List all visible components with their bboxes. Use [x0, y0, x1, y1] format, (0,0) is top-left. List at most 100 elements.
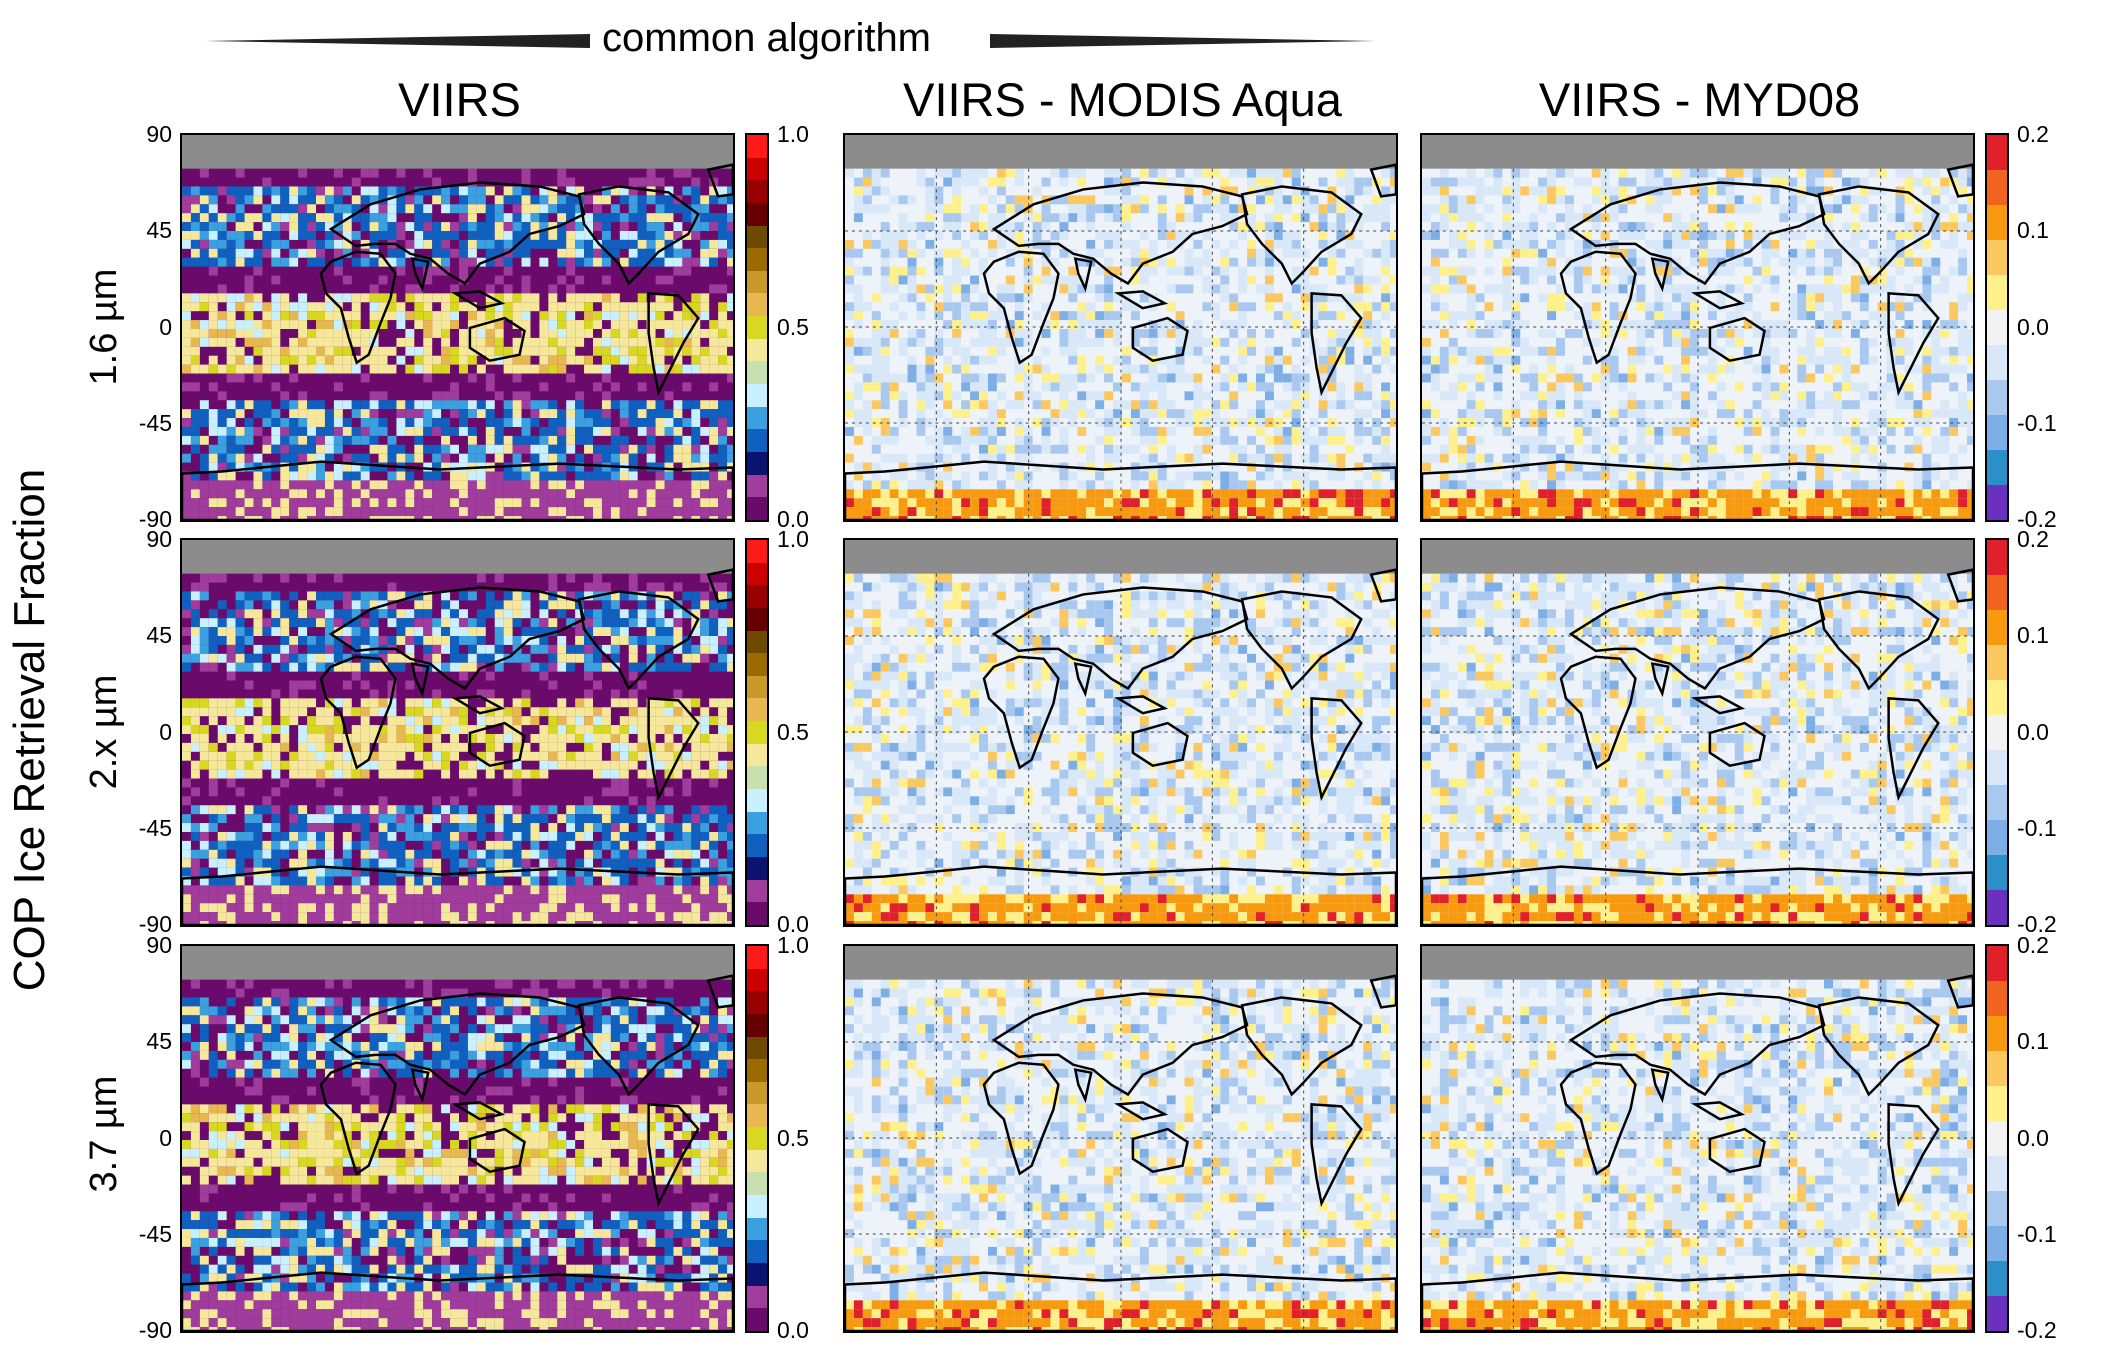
colorbar-tick-label: 0.2	[2017, 526, 2049, 552]
lat-tick-label: -90	[138, 911, 172, 937]
colorbar-swatch	[1987, 1191, 2007, 1226]
colorbar-swatch	[1987, 1226, 2007, 1261]
colorbar-tick-label: -0.1	[2017, 1220, 2057, 1247]
colorbar-swatch	[747, 562, 767, 586]
colorbar-swatch	[747, 384, 767, 407]
colorbar-swatch	[1987, 715, 2007, 750]
colorbar-tick-label: 0.2	[2017, 932, 2049, 958]
lat-tick-label: 45	[146, 622, 172, 649]
lat-tick-label: -45	[138, 1220, 172, 1247]
colorbar-swatch	[747, 474, 767, 498]
colorbar-fraction	[745, 538, 769, 927]
colorbar-tick-label: 1.0	[777, 121, 809, 147]
colorbar-swatch	[747, 902, 767, 925]
colorbar-swatch	[747, 743, 767, 767]
column-title-viirs-myd08: VIIRS - MYD08	[1538, 73, 1861, 126]
map-viirs	[180, 538, 735, 927]
colorbar-tick-label: -0.2	[2017, 911, 2057, 937]
colorbar-swatch	[1987, 205, 2007, 240]
colorbar-swatch	[747, 991, 767, 1014]
colorbar-swatch	[1987, 946, 2007, 981]
colorbar-tick-label: -0.2	[2017, 1317, 2057, 1343]
colorbar-swatch	[747, 180, 767, 203]
colorbar-swatch	[1987, 1296, 2007, 1331]
colorbar-swatch	[747, 1013, 767, 1037]
colorbar-swatch	[747, 698, 767, 722]
colorbar-swatch	[747, 316, 767, 339]
colorbar-swatch	[1987, 785, 2007, 820]
colorbar-swatch	[747, 225, 767, 249]
colorbar-swatch	[747, 1308, 767, 1331]
colorbar-swatch	[747, 270, 767, 294]
lat-tick-label: 90	[146, 121, 172, 147]
colorbar-swatch	[1987, 575, 2007, 610]
colorbar-swatch	[747, 497, 767, 520]
colorbar-tick-label: 0.0	[2017, 718, 2049, 745]
lat-tick-label: 90	[146, 526, 172, 552]
colorbar-swatch	[747, 675, 767, 699]
colorbar-tick-label: 1.0	[777, 932, 809, 958]
colorbar-swatch	[747, 721, 767, 744]
colorbar-swatch	[1987, 170, 2007, 205]
colorbar-swatch	[747, 653, 767, 676]
map-difference	[1420, 944, 1975, 1333]
colorbar-difference	[1985, 944, 2009, 1333]
lat-tick-label: -90	[138, 1317, 172, 1343]
colorbar-tick-label: -0.1	[2017, 409, 2057, 436]
colorbar-swatch	[1987, 820, 2007, 855]
colorbar-difference	[1985, 538, 2009, 927]
colorbar-swatch	[1987, 345, 2007, 380]
colorbar-swatch	[747, 1081, 767, 1105]
colorbar-swatch	[1987, 240, 2007, 275]
colorbar-swatch	[1987, 1016, 2007, 1051]
colorbar-swatch	[747, 248, 767, 271]
colorbar-swatch	[747, 1240, 767, 1263]
colorbar-swatch	[747, 607, 767, 631]
colorbar-swatch	[747, 293, 767, 317]
colorbar-swatch	[1987, 485, 2007, 520]
colorbar-swatch	[1987, 1121, 2007, 1156]
colorbar-difference	[1985, 133, 2009, 522]
colorbar-tick-label: 0.5	[777, 718, 809, 745]
colorbar-swatch	[1987, 380, 2007, 415]
colorbar-swatch	[747, 1172, 767, 1196]
map-difference	[843, 944, 1398, 1333]
colorbar-swatch	[1987, 450, 2007, 485]
colorbar-tick-label: 0.0	[2017, 1124, 2049, 1151]
colorbar-swatch	[1987, 540, 2007, 575]
colorbar-swatch	[747, 202, 767, 226]
column-title-viirs-modis: VIIRS - MODIS Aqua	[903, 73, 1342, 126]
colorbar-tick-label: -0.2	[2017, 506, 2057, 532]
lat-tick-label: 0	[159, 1124, 172, 1151]
colorbar-tick-label: -0.1	[2017, 814, 2057, 841]
colorbar-swatch	[747, 1036, 767, 1060]
colorbar-tick-label: 1.0	[777, 526, 809, 552]
colorbar-swatch	[747, 585, 767, 608]
map-viirs	[180, 944, 735, 1333]
figure-ylabel: COP Ice Retrieval Fraction	[5, 468, 54, 992]
colorbar-swatch	[747, 361, 767, 385]
map-difference	[843, 133, 1398, 522]
lat-tick-label: -90	[138, 506, 172, 532]
banner-right-wedge	[990, 34, 1375, 48]
colorbar-swatch	[747, 157, 767, 181]
colorbar-swatch	[747, 630, 767, 654]
colorbar-tick-label: 0.0	[777, 506, 809, 532]
lat-tick-label: 45	[146, 217, 172, 244]
colorbar-tick-label: 0.0	[777, 1317, 809, 1343]
colorbar-swatch	[1987, 135, 2007, 170]
colorbar-swatch	[747, 1059, 767, 1082]
colorbar-swatch	[747, 811, 767, 835]
colorbar-swatch	[747, 406, 767, 430]
colorbar-swatch	[747, 429, 767, 452]
banner-label: common algorithm	[602, 16, 932, 60]
lat-tick-label: 0	[159, 313, 172, 340]
colorbar-swatch	[747, 1104, 767, 1128]
colorbar-swatch	[747, 946, 767, 969]
colorbar-swatch	[747, 766, 767, 790]
column-title-viirs: VIIRS	[398, 73, 521, 126]
colorbar-swatch	[747, 968, 767, 992]
colorbar-tick-label: 0.0	[777, 911, 809, 937]
colorbar-tick-label: 0.1	[2017, 622, 2049, 649]
colorbar-swatch	[1987, 310, 2007, 345]
